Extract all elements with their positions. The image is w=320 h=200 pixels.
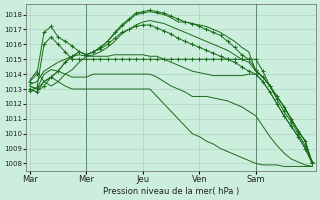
- X-axis label: Pression niveau de la mer( hPa ): Pression niveau de la mer( hPa ): [103, 187, 239, 196]
